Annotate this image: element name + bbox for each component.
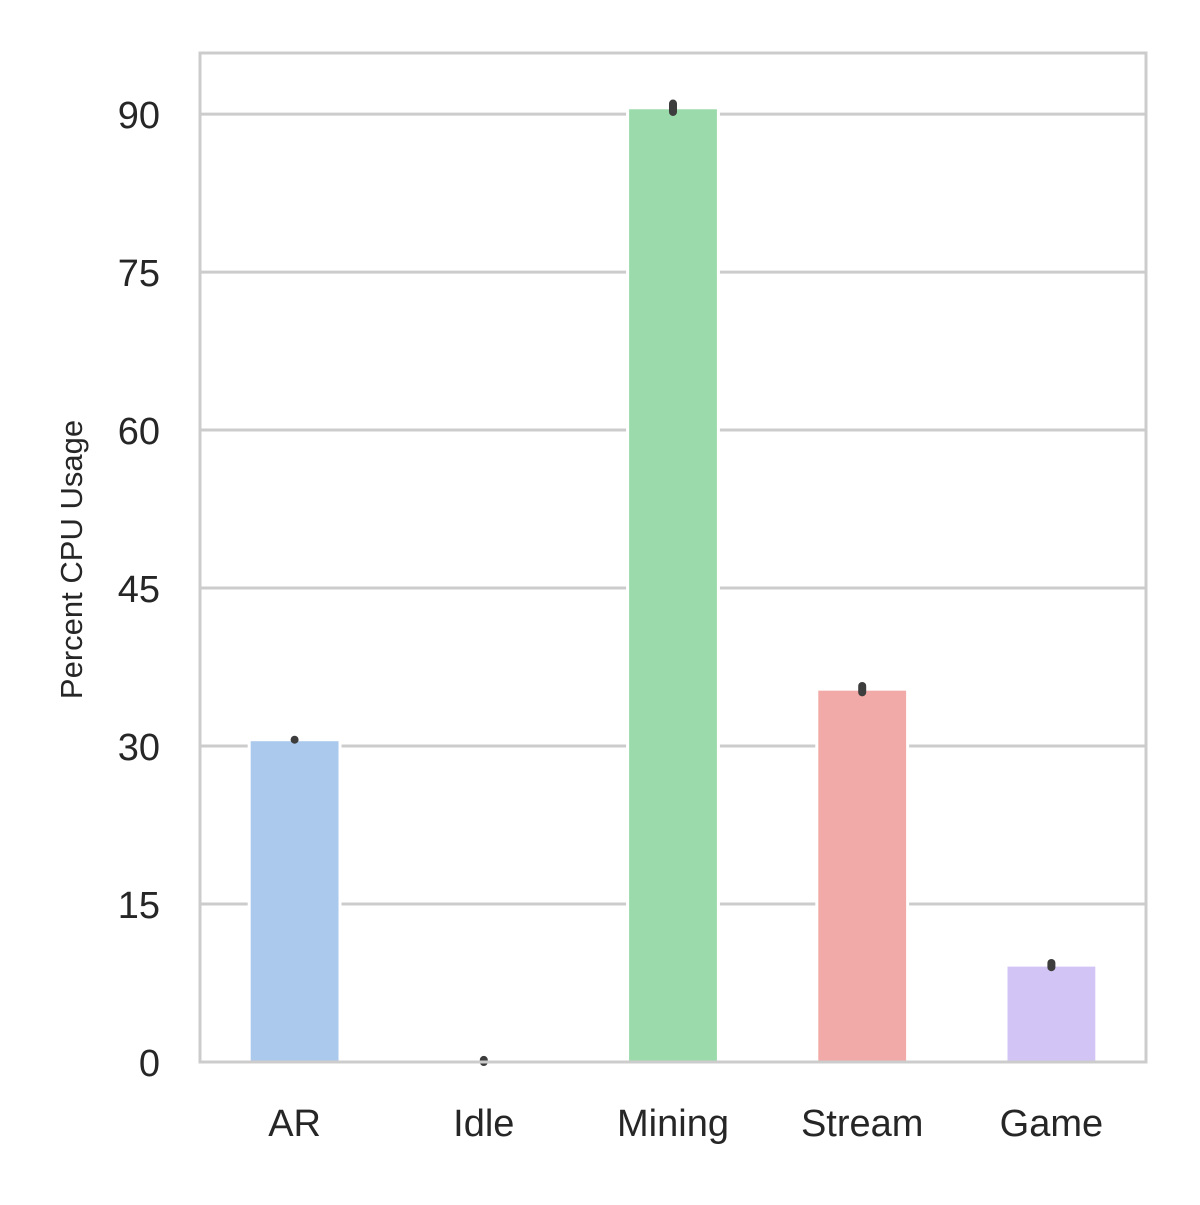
y-tick-label: 60 [118,411,160,453]
y-tick-label: 15 [118,885,160,927]
x-tick-label: Idle [453,1103,514,1145]
x-tick-label: Mining [617,1103,729,1145]
x-tick-label: Game [1000,1103,1103,1145]
y-tick-labels: 0 15 30 45 60 75 90 [118,95,160,1085]
bar-ar [247,738,342,1064]
y-tick-label: 30 [118,727,160,769]
bar-mining [626,106,720,1064]
bars [247,106,1099,1064]
bar-stream [815,687,910,1064]
y-tick-label: 0 [139,1043,160,1085]
bar-game [1004,963,1099,1064]
y-tick-label: 90 [118,95,160,137]
y-tick-label: 45 [118,569,160,611]
x-tick-label: Stream [801,1103,923,1145]
y-axis-label: Percent CPU Usage [54,420,89,699]
x-tick-labels: AR Idle Mining Stream Game [268,1103,1103,1145]
x-tick-label: AR [268,1103,321,1145]
y-tick-label: 75 [118,253,160,295]
plot-frame [198,51,1148,1064]
